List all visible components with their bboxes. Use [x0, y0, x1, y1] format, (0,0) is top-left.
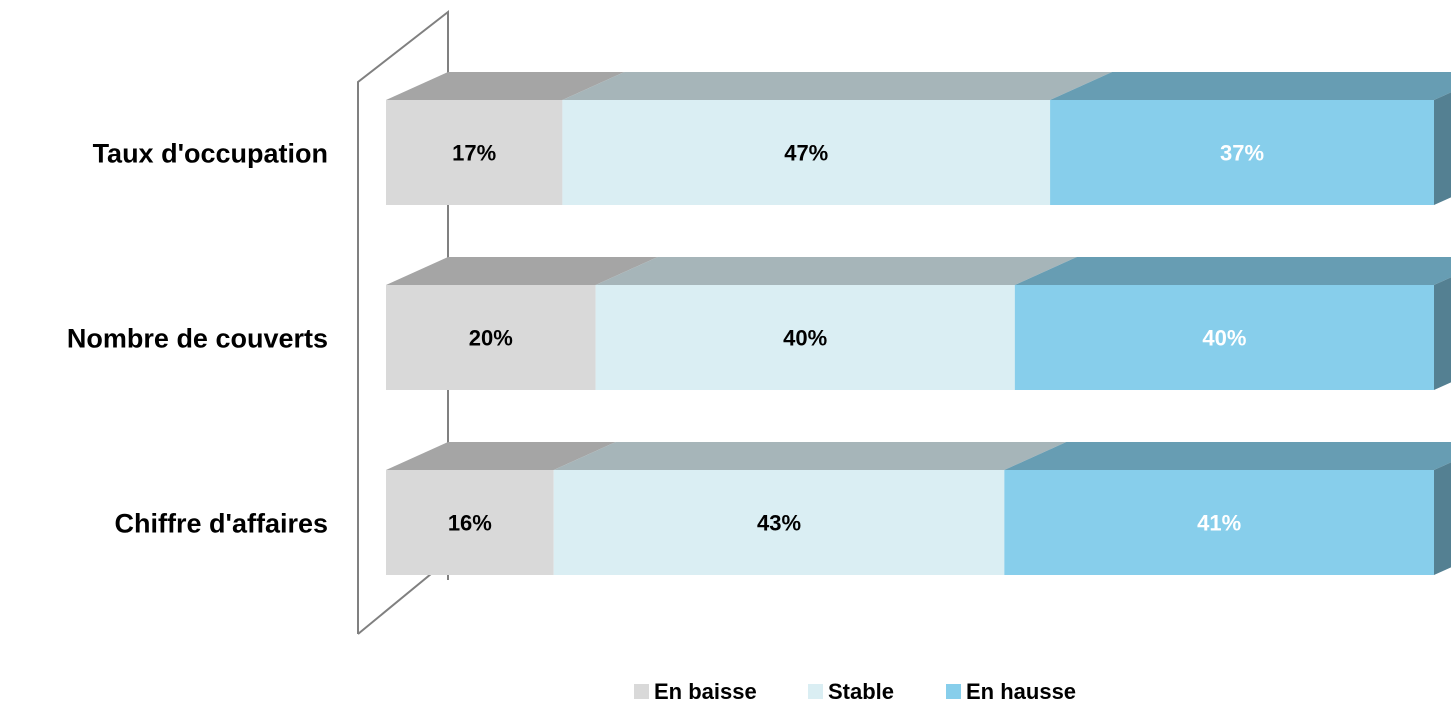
- bar: [1004, 470, 1434, 575]
- category-label: Nombre de couverts: [67, 324, 328, 354]
- bar-side-face: [1434, 92, 1451, 205]
- bar-top-face: [553, 442, 1067, 470]
- bar-top-face: [562, 72, 1113, 100]
- bar-top-face: [1014, 257, 1451, 285]
- bar-segment-2-1: 43%: [553, 442, 1067, 575]
- data-label: 41%: [1197, 511, 1241, 536]
- data-label: 40%: [783, 326, 827, 351]
- bar-side-face: [1434, 462, 1451, 575]
- bar-segment-2-2: 41%: [1004, 442, 1451, 575]
- bar-top-face: [1050, 72, 1451, 100]
- bar-top-face: [386, 442, 616, 470]
- bar-series-group: 17% 47% 37% 20% 40% 40% 16% 43% 41%: [386, 72, 1451, 575]
- bar: [553, 470, 1005, 575]
- data-label: 47%: [784, 141, 828, 166]
- legend-swatch: [946, 684, 961, 699]
- bar-side-face: [1434, 277, 1451, 390]
- bar: [386, 470, 554, 575]
- data-label: 20%: [469, 326, 513, 351]
- data-label: 43%: [757, 511, 801, 536]
- bar-top-face: [386, 72, 625, 100]
- legend-item: En hausse: [946, 679, 1076, 704]
- bar-segment-1-2: 40%: [1014, 257, 1451, 390]
- bar: [595, 285, 1015, 390]
- legend-item: En baisse: [634, 679, 757, 704]
- legend-label: En baisse: [654, 679, 757, 704]
- legend-swatch: [634, 684, 649, 699]
- data-label: 17%: [452, 141, 496, 166]
- data-label: 40%: [1202, 326, 1246, 351]
- bar-segment-0-1: 47%: [562, 72, 1113, 205]
- bar-top-face: [1004, 442, 1451, 470]
- legend: En baisse Stable En hausse: [634, 679, 1076, 704]
- data-label: 37%: [1220, 141, 1264, 166]
- legend-swatch: [808, 684, 823, 699]
- bar-segment-1-0: 20%: [386, 257, 658, 390]
- bar: [1014, 285, 1434, 390]
- bar-top-face: [386, 257, 658, 285]
- legend-label: En hausse: [966, 679, 1076, 704]
- legend-item: Stable: [808, 679, 894, 704]
- bar-segment-1-1: 40%: [595, 257, 1077, 390]
- bar: [386, 100, 563, 205]
- data-label: 16%: [448, 511, 492, 536]
- bar-segment-0-2: 37%: [1050, 72, 1451, 205]
- category-axis-labels: Taux d'occupation Nombre de couverts Chiff…: [67, 139, 328, 539]
- bar: [1050, 100, 1434, 205]
- bar-top-face: [595, 257, 1077, 285]
- bar-segment-0-0: 17%: [386, 72, 625, 205]
- bar: [386, 285, 596, 390]
- bar: [562, 100, 1051, 205]
- category-label: Taux d'occupation: [93, 139, 328, 169]
- legend-label: Stable: [828, 679, 894, 704]
- category-label: Chiffre d'affaires: [115, 509, 328, 539]
- bar-segment-2-0: 16%: [386, 442, 616, 575]
